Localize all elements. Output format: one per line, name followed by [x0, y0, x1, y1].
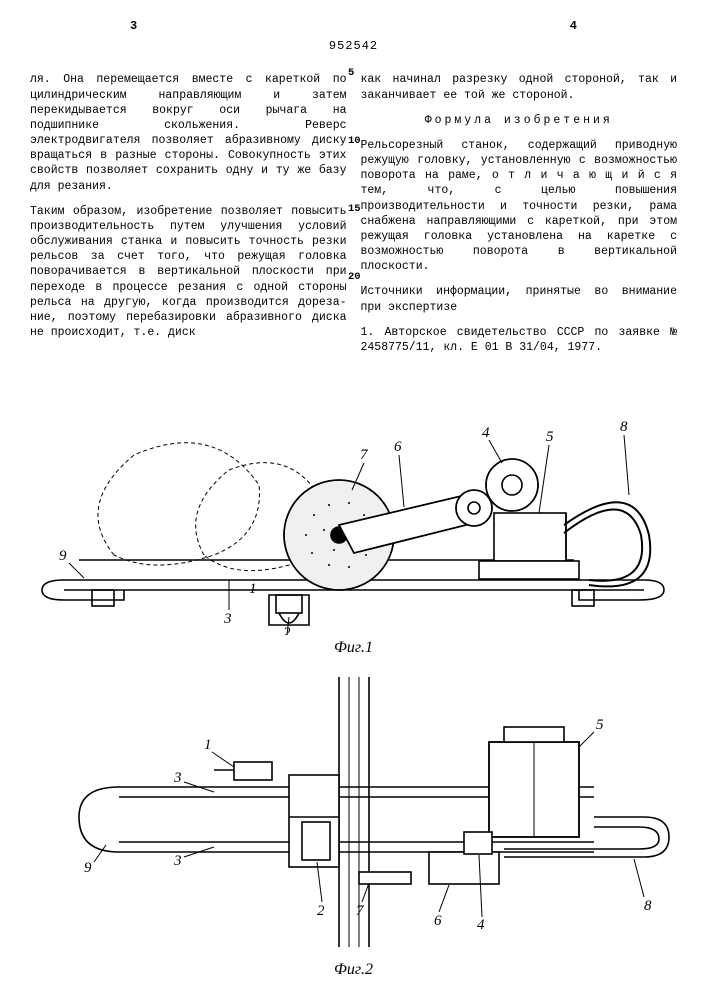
fig2-label-4: 4: [477, 917, 485, 933]
fig1-label-8: 8: [620, 419, 628, 435]
fig2-label-1: 1: [204, 737, 212, 753]
fig2-label-6: 6: [434, 913, 442, 929]
formula-title: Формула изобретения: [361, 113, 678, 128]
patent-number: 952542: [30, 38, 677, 54]
fig1-label-9: 9: [59, 548, 67, 564]
paragraph: 1. Авторское свидетельство СССР по заявк…: [361, 325, 678, 355]
figure-1: 3 2 1 7 6 4 5 8 9: [34, 385, 674, 635]
page-num-right: 4: [570, 18, 577, 34]
fig2-label-2: 2: [317, 903, 325, 919]
fig1-label-3: 3: [223, 611, 232, 627]
fig2-label-3b: 3: [173, 853, 182, 869]
fig1-label-6: 6: [394, 439, 402, 455]
fig2-label-3a: 3: [173, 770, 182, 786]
paragraph: ля. Она перемещается вместе с карет­кой …: [30, 72, 347, 193]
fig2-label-9: 9: [84, 860, 92, 876]
fig2-label-8: 8: [644, 898, 652, 914]
paragraph: как начинал разрезку одной стороной, так…: [361, 72, 678, 102]
figures-region: 3 2 1 7 6 4 5 8 9 Фиг.1: [30, 385, 677, 980]
figure-2: 3 3 1 2 7 6 4 5 8 9: [34, 667, 674, 957]
paragraph: Таким образом, изобретение позво­ляет по…: [30, 204, 347, 341]
line-marker: 20: [348, 272, 361, 283]
line-marker: 15: [348, 204, 361, 215]
line-marker: 10: [348, 136, 361, 147]
text-columns: ля. Она перемещается вместе с карет­кой …: [30, 72, 677, 365]
sources-title: Источники информации, принятые во вниман…: [361, 284, 678, 314]
paragraph: Рельсорезный станок, содержащий приводну…: [361, 138, 678, 275]
fig1-label-2: 2: [283, 625, 291, 635]
fig1-label-7: 7: [360, 447, 369, 463]
page-num-left: 3: [130, 18, 137, 34]
fig1-label-5: 5: [546, 429, 554, 445]
fig1-caption: Фиг.1: [30, 637, 677, 659]
fig1-label-4: 4: [482, 425, 490, 441]
fig2-label-5: 5: [596, 717, 604, 733]
fig2-caption: Фиг.2: [30, 959, 677, 981]
fig1-label-1: 1: [249, 581, 257, 597]
column-right: как начинал разрезку одной стороной, так…: [361, 72, 678, 365]
line-marker: 5: [348, 68, 354, 79]
fig2-label-7: 7: [356, 903, 365, 919]
column-left: ля. Она перемещается вместе с карет­кой …: [30, 72, 347, 365]
